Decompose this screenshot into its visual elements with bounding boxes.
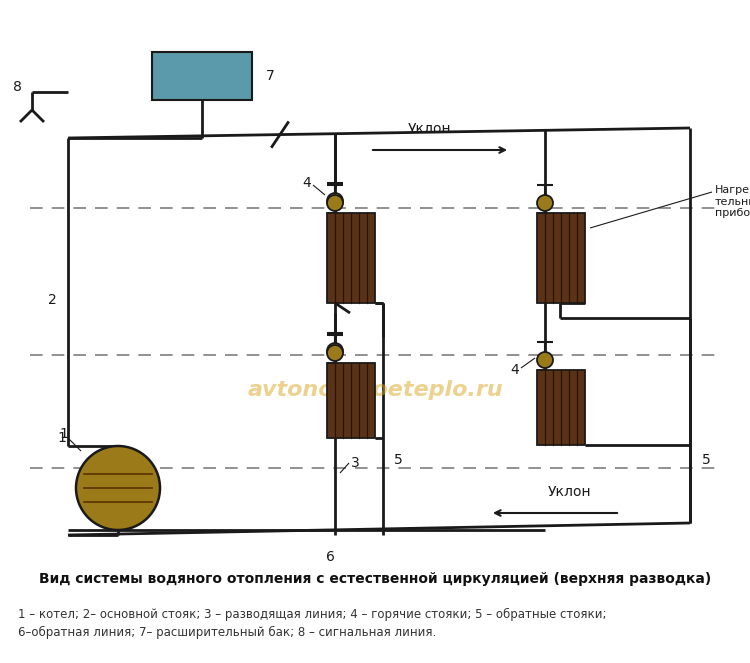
Circle shape bbox=[76, 446, 160, 530]
Text: 7: 7 bbox=[266, 69, 274, 83]
Text: 1: 1 bbox=[59, 427, 68, 441]
Bar bbox=[327, 213, 375, 303]
Circle shape bbox=[327, 193, 343, 209]
Text: Вид системы водяного отопления с естественной циркуляцией (верхняя разводка): Вид системы водяного отопления с естеств… bbox=[39, 572, 711, 586]
Text: Уклон: Уклон bbox=[408, 122, 452, 136]
Bar bbox=[537, 213, 585, 303]
Text: Уклон: Уклон bbox=[548, 485, 592, 499]
Circle shape bbox=[537, 352, 553, 368]
Text: 1: 1 bbox=[58, 431, 67, 445]
Bar bbox=[152, 52, 252, 100]
Text: 2: 2 bbox=[48, 293, 56, 307]
Text: 5: 5 bbox=[702, 453, 710, 467]
Text: 3: 3 bbox=[350, 456, 359, 470]
Circle shape bbox=[327, 195, 343, 211]
Circle shape bbox=[327, 343, 343, 359]
Text: 4: 4 bbox=[302, 176, 311, 190]
Bar bbox=[327, 363, 375, 438]
Text: 5: 5 bbox=[394, 453, 402, 467]
Circle shape bbox=[327, 345, 343, 361]
Text: 6: 6 bbox=[326, 550, 334, 564]
Bar bbox=[537, 370, 585, 445]
Text: Нагрева-
тельные
приборы: Нагрева- тельные приборы bbox=[715, 185, 750, 218]
Text: 8: 8 bbox=[13, 80, 22, 94]
Text: 4: 4 bbox=[511, 363, 519, 377]
Text: 1 – котел; 2– основной стояк; 3 – разводящая линия; 4 – горячие стояки; 5 – обра: 1 – котел; 2– основной стояк; 3 – развод… bbox=[18, 608, 607, 639]
Text: avtonomnoeteplo.ru: avtonomnoeteplo.ru bbox=[248, 380, 502, 400]
Circle shape bbox=[537, 195, 553, 211]
